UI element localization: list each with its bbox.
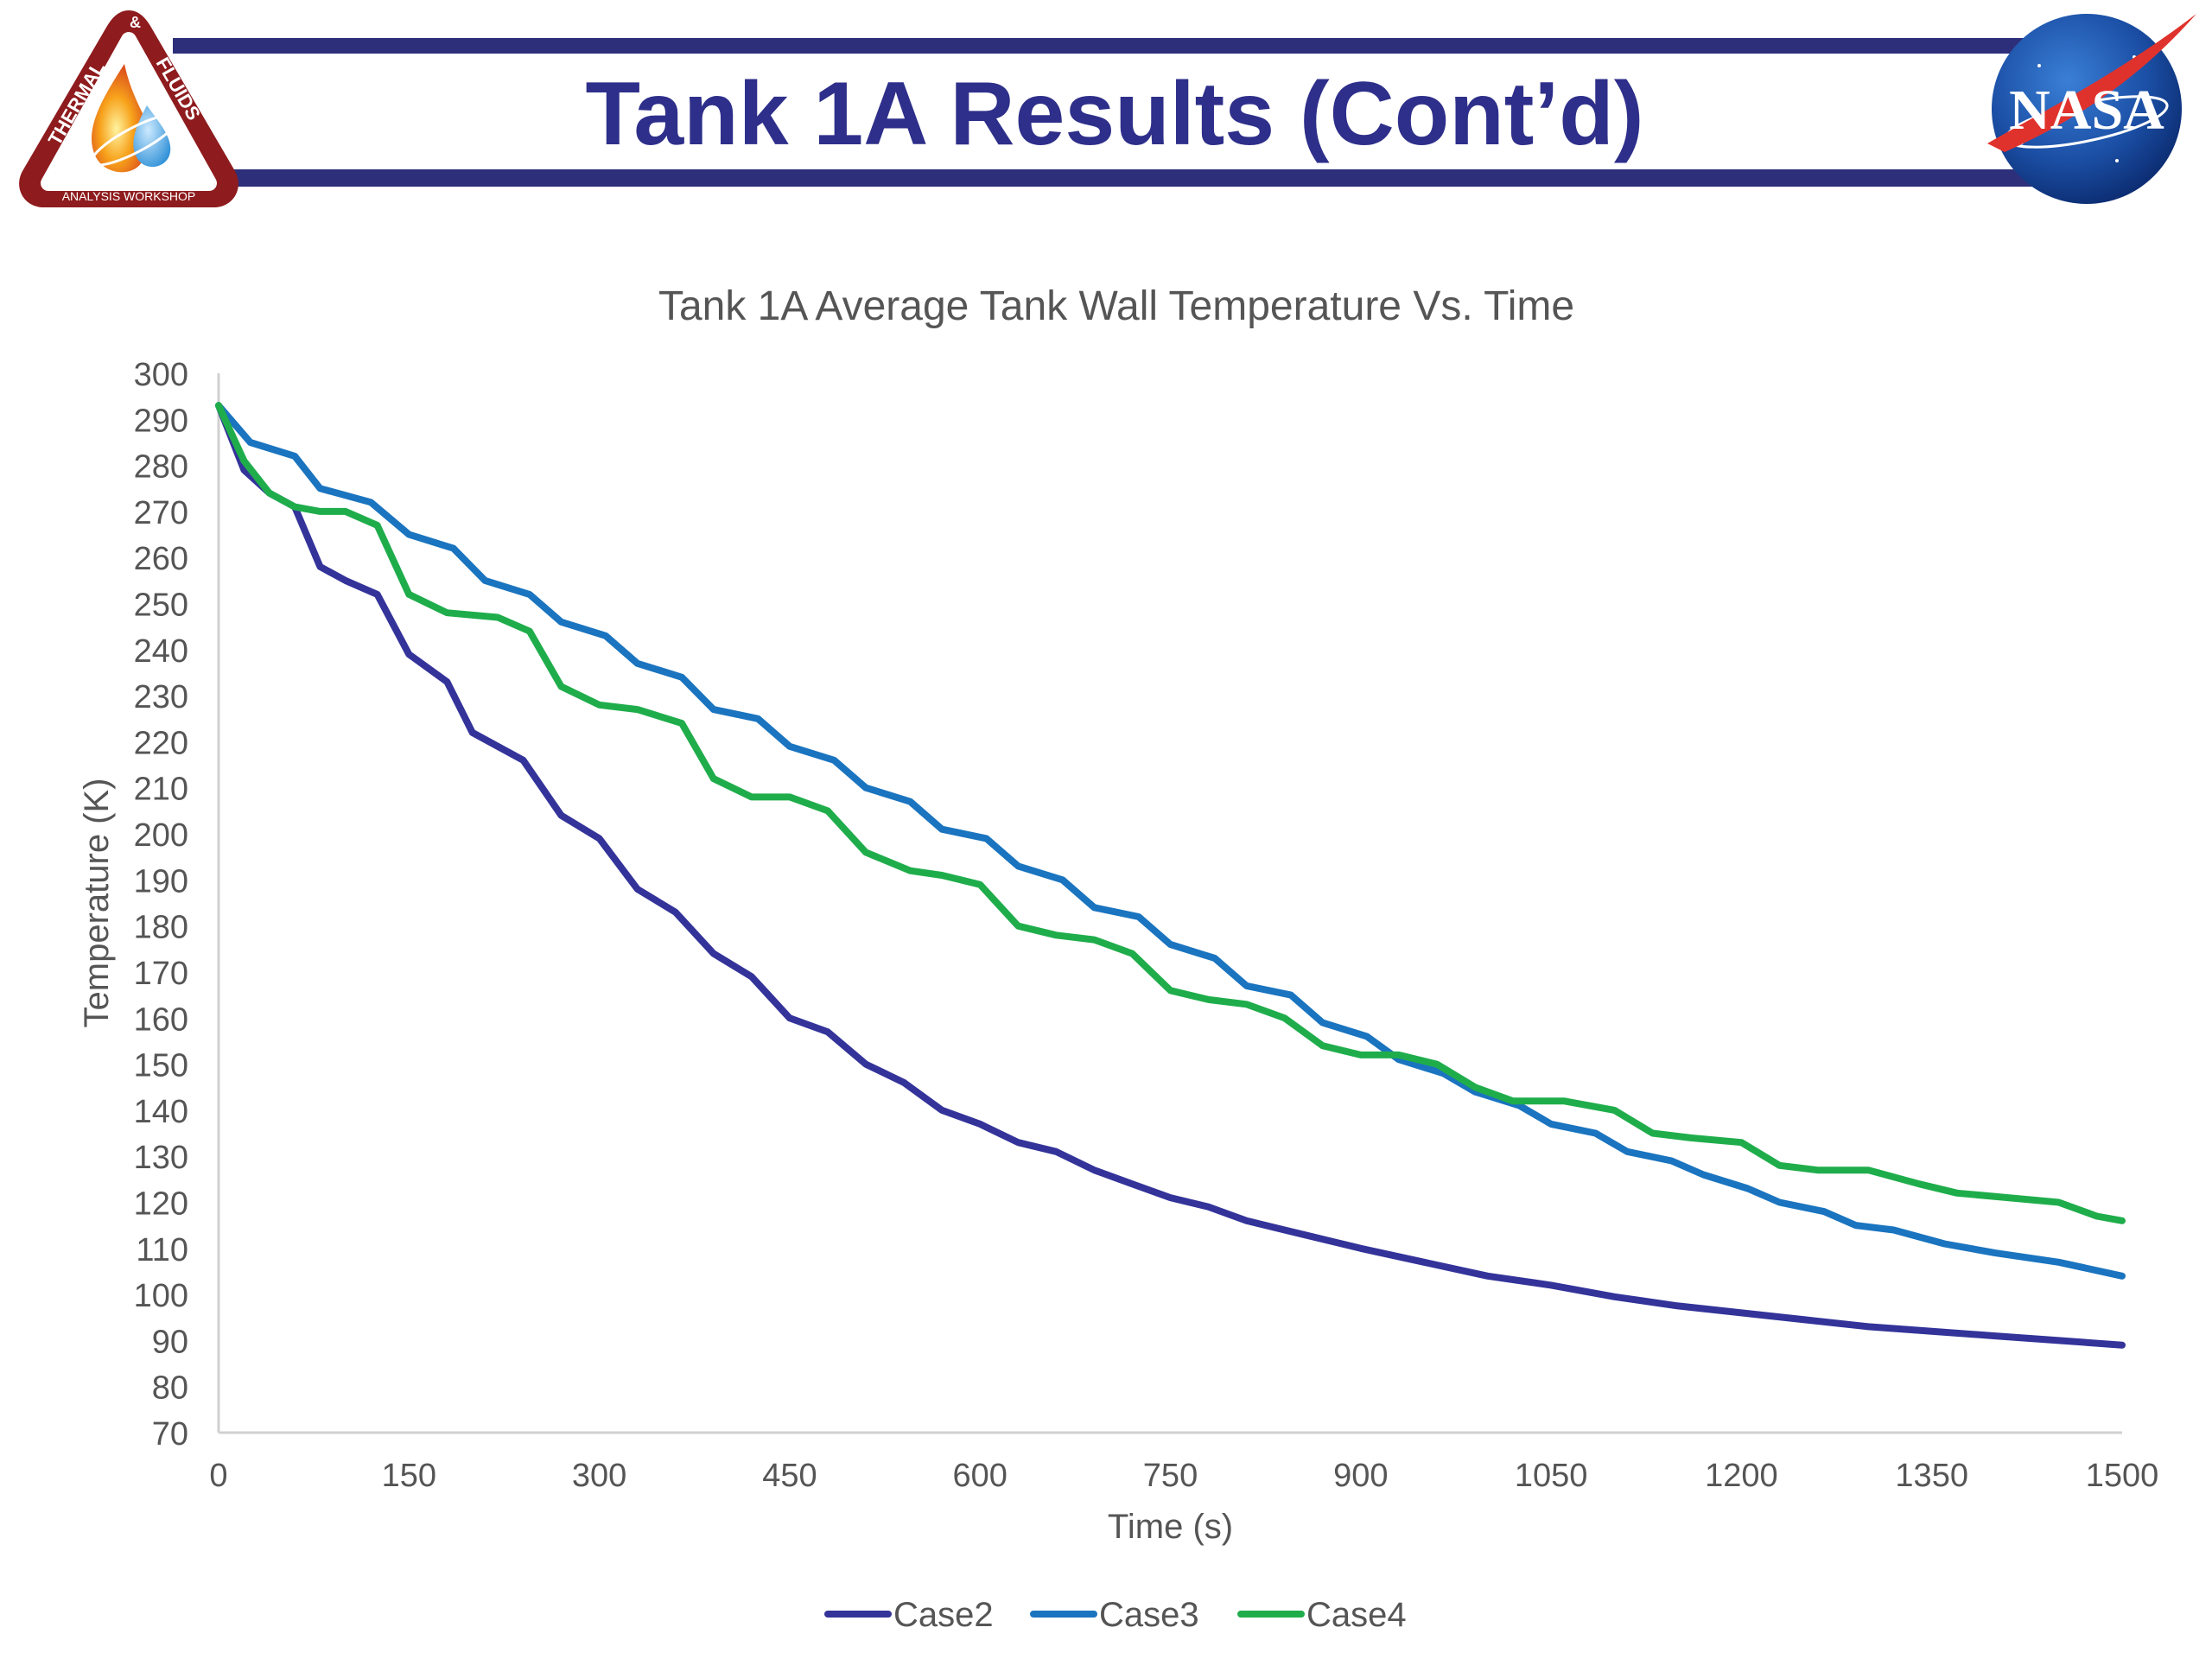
x-tick-label: 1500: [2086, 1458, 2159, 1494]
y-tick-label: 160: [134, 1001, 188, 1038]
y-tick-label: 170: [134, 956, 188, 992]
y-tick-label: 110: [136, 1232, 188, 1268]
y-tick-label: 250: [134, 588, 188, 624]
y-tick-label: 120: [134, 1185, 188, 1222]
y-tick-label: 300: [134, 357, 188, 393]
logo-text-analysis-workshop: ANALYSIS WORKSHOP: [62, 189, 196, 203]
legend: Case2 Case3 Case4: [824, 1596, 1407, 1634]
slide-header: Tank 1A Results (Cont’d) THERMAL & FLUID…: [0, 0, 2212, 225]
x-tick-label: 900: [1333, 1458, 1388, 1494]
nasa-meatball-logo: NASA: [1987, 14, 2196, 204]
y-tick-label: 140: [134, 1094, 188, 1130]
y-tick-label: 230: [134, 679, 188, 715]
y-tick-label: 280: [134, 449, 188, 486]
y-tick-label: 290: [134, 403, 188, 439]
x-tick-label: 1350: [1895, 1458, 1968, 1494]
x-tick-label: 1050: [1515, 1458, 1588, 1494]
x-tick-label: 600: [952, 1458, 1007, 1494]
header-bar-bottom: [173, 169, 2056, 187]
y-tick-label: 150: [134, 1048, 188, 1084]
legend-label-case3: Case3: [1099, 1596, 1199, 1634]
logo-text-ampersand: &: [130, 14, 141, 31]
series-line-case2: [215, 402, 2126, 1349]
x-tick-label: 1200: [1705, 1458, 1778, 1494]
y-tick-label: 240: [134, 633, 188, 670]
y-tick-label: 130: [134, 1140, 188, 1176]
y-tick-labels: 70 80 90 100 110 120 130 140 150 160 170 180 190 200 2…: [134, 357, 188, 1452]
series-lines: [215, 402, 2126, 1349]
x-tick-labels: 0 150 300 450 600 750 900 1050 1200 1350 1500: [209, 1458, 2158, 1494]
y-tick-label: 210: [134, 772, 188, 808]
legend-label-case2: Case2: [893, 1596, 994, 1634]
y-tick-label: 190: [134, 863, 188, 899]
x-tick-label: 300: [572, 1458, 626, 1494]
y-tick-label: 220: [134, 725, 188, 761]
x-tick-label: 450: [762, 1458, 817, 1494]
y-tick-label: 80: [152, 1370, 188, 1407]
series-line-case3: [215, 402, 2126, 1280]
header-bar-top: [173, 38, 2056, 54]
y-axis-label: Temperature (K): [78, 779, 116, 1028]
y-tick-label: 180: [134, 910, 188, 946]
x-axis-label: Time (s): [1108, 1508, 1233, 1546]
y-tick-label: 90: [152, 1324, 188, 1360]
legend-label-case4: Case4: [1306, 1596, 1407, 1634]
series-line-case4: [215, 402, 2126, 1224]
line-chart: Tank 1A Average Tank Wall Temperature Vs…: [78, 283, 2158, 1634]
x-tick-label: 0: [209, 1458, 227, 1494]
thermal-fluids-workshop-logo: THERMAL & FLUIDS ANALYSIS WORKSHOP: [19, 10, 238, 207]
chart-title: Tank 1A Average Tank Wall Temperature Vs…: [658, 283, 1574, 329]
x-tick-label: 150: [382, 1458, 436, 1494]
y-tick-label: 100: [134, 1278, 188, 1314]
slide-title: Tank 1A Results (Cont’d): [585, 64, 1644, 164]
nasa-logo-text: NASA: [2009, 79, 2164, 142]
y-tick-label: 260: [134, 541, 188, 577]
y-tick-label: 70: [152, 1416, 188, 1452]
y-tick-label: 200: [134, 817, 188, 854]
x-tick-label: 750: [1143, 1458, 1198, 1494]
y-tick-label: 270: [134, 495, 188, 531]
